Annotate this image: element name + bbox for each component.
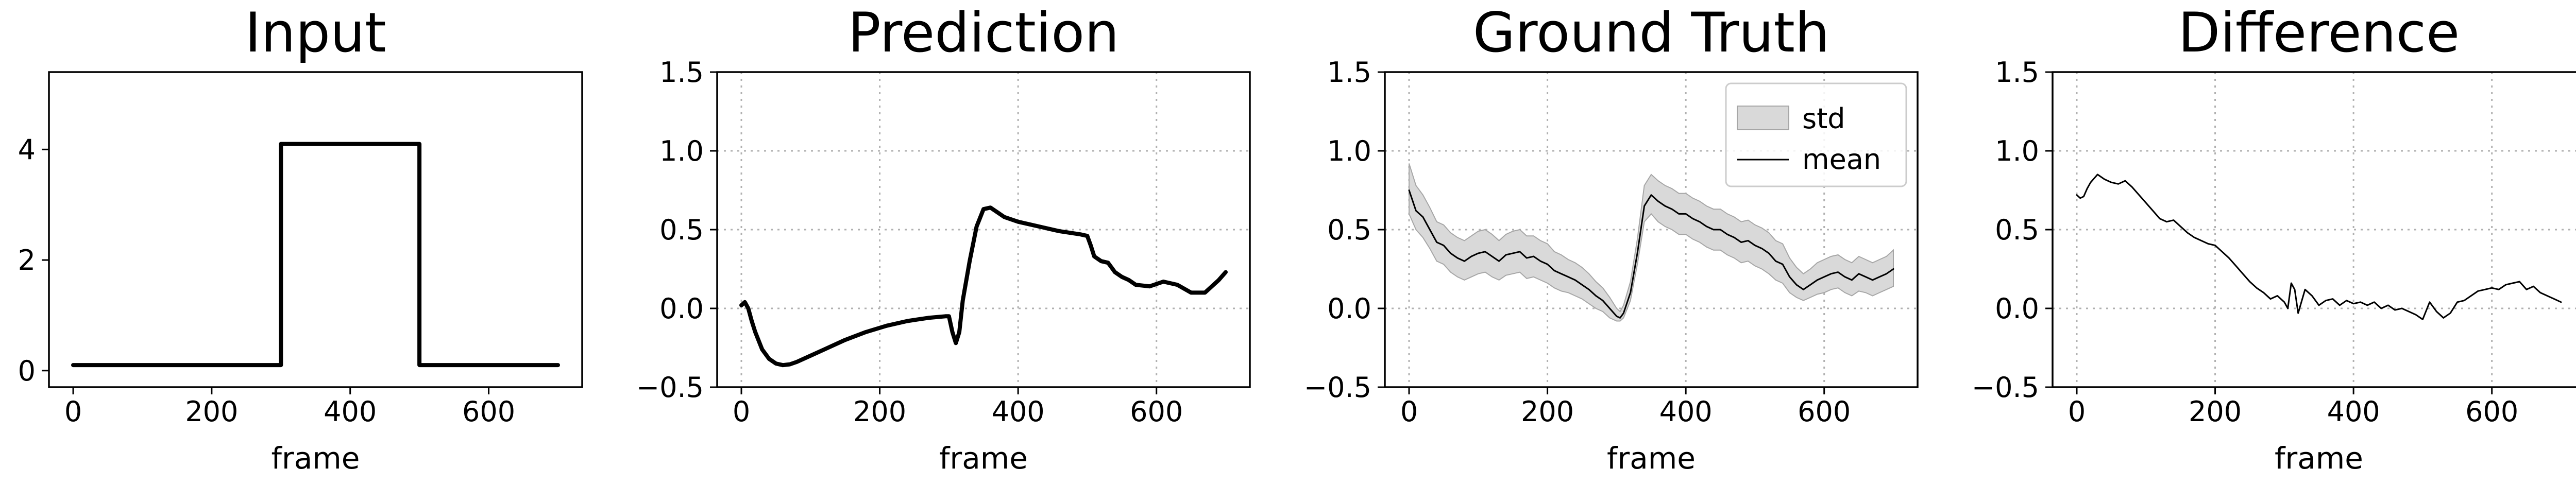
x-tick-label: 0 xyxy=(64,395,82,428)
axes-frame xyxy=(716,71,1251,388)
plot-area xyxy=(2076,174,2562,320)
y-tick-label: 1.5 xyxy=(1327,56,1371,89)
y-tick-label: 0.0 xyxy=(1995,292,2039,325)
x-axis-label: frame xyxy=(272,441,360,476)
y-tick-label: 1.5 xyxy=(659,56,704,89)
x-tick-label: 0 xyxy=(1400,395,1418,428)
x-axis-label: frame xyxy=(1607,441,1696,476)
x-tick-label: 600 xyxy=(462,395,515,428)
y-tick-label: 0.0 xyxy=(1327,292,1371,325)
chart-title: Ground Truth xyxy=(1473,1,1829,64)
x-axis-label: frame xyxy=(2275,441,2363,476)
x-tick-label: 0 xyxy=(733,395,750,428)
plot-area xyxy=(1408,163,1894,322)
y-tick-label: 0.5 xyxy=(1327,214,1371,246)
y-tick-label: 1.5 xyxy=(1995,56,2039,89)
x-tick-label: 200 xyxy=(2189,395,2242,428)
x-tick-label: 400 xyxy=(992,395,1045,428)
axes-frame xyxy=(48,71,583,388)
plot-area xyxy=(739,205,1228,368)
x-tick-label: 600 xyxy=(2465,395,2518,428)
plot-area xyxy=(71,142,560,368)
x-tick-label: 400 xyxy=(1659,395,1713,428)
y-tick-label: 2 xyxy=(18,244,36,276)
x-tick-label: 200 xyxy=(853,395,906,428)
series-line-mean xyxy=(1408,189,1894,319)
y-tick-label: −0.5 xyxy=(1972,371,2039,404)
panel-4: 0 200 400 600 −0.5 0.0 0.5 1.0 1.5 Difference fram… xyxy=(1972,1,2576,476)
panel-2: 0 200 400 600 −0.5 0.0 0.5 1.0 1.5 Prediction fram… xyxy=(636,1,1251,476)
legend-label-std: std xyxy=(1802,102,1845,135)
x-axis-label: frame xyxy=(939,441,1028,476)
y-tick-label: 0.5 xyxy=(1995,214,2039,246)
x-tick-label: 200 xyxy=(185,395,238,428)
y-tick-label: −0.5 xyxy=(1304,371,1371,404)
x-tick-label: 200 xyxy=(1521,395,1574,428)
x-tick-label: 600 xyxy=(1798,395,1851,428)
series-line xyxy=(739,205,1228,368)
y-tick-label: −0.5 xyxy=(636,371,704,404)
y-tick-label: 0.0 xyxy=(659,292,704,325)
y-tick-label: 0.5 xyxy=(659,214,704,246)
x-tick-label: 400 xyxy=(2327,395,2380,428)
panel-3: 0 200 400 600 −0.5 0.0 0.5 1.0 1.5 Ground Truth fr… xyxy=(1304,1,1919,476)
y-tick-label: 1.0 xyxy=(1995,135,2039,167)
x-tick-label: 600 xyxy=(1130,395,1183,428)
chart-title: Difference xyxy=(2178,1,2460,64)
series-line xyxy=(71,142,560,368)
legend-label-mean: mean xyxy=(1802,143,1881,176)
y-tick-label: 1.0 xyxy=(1327,135,1371,167)
legend-swatch-std xyxy=(1737,106,1789,130)
y-tick-label: 0 xyxy=(18,355,36,387)
series-line xyxy=(2076,174,2562,320)
panel-1: 0 200 400 600 0 2 4 Input frame xyxy=(18,1,583,476)
y-tick-label: 1.0 xyxy=(659,135,704,167)
y-tick-label: 4 xyxy=(18,133,36,166)
chart-title: Input xyxy=(245,1,386,64)
x-tick-label: 0 xyxy=(2068,395,2086,428)
x-tick-label: 400 xyxy=(324,395,377,428)
chart-title: Prediction xyxy=(848,1,1120,64)
